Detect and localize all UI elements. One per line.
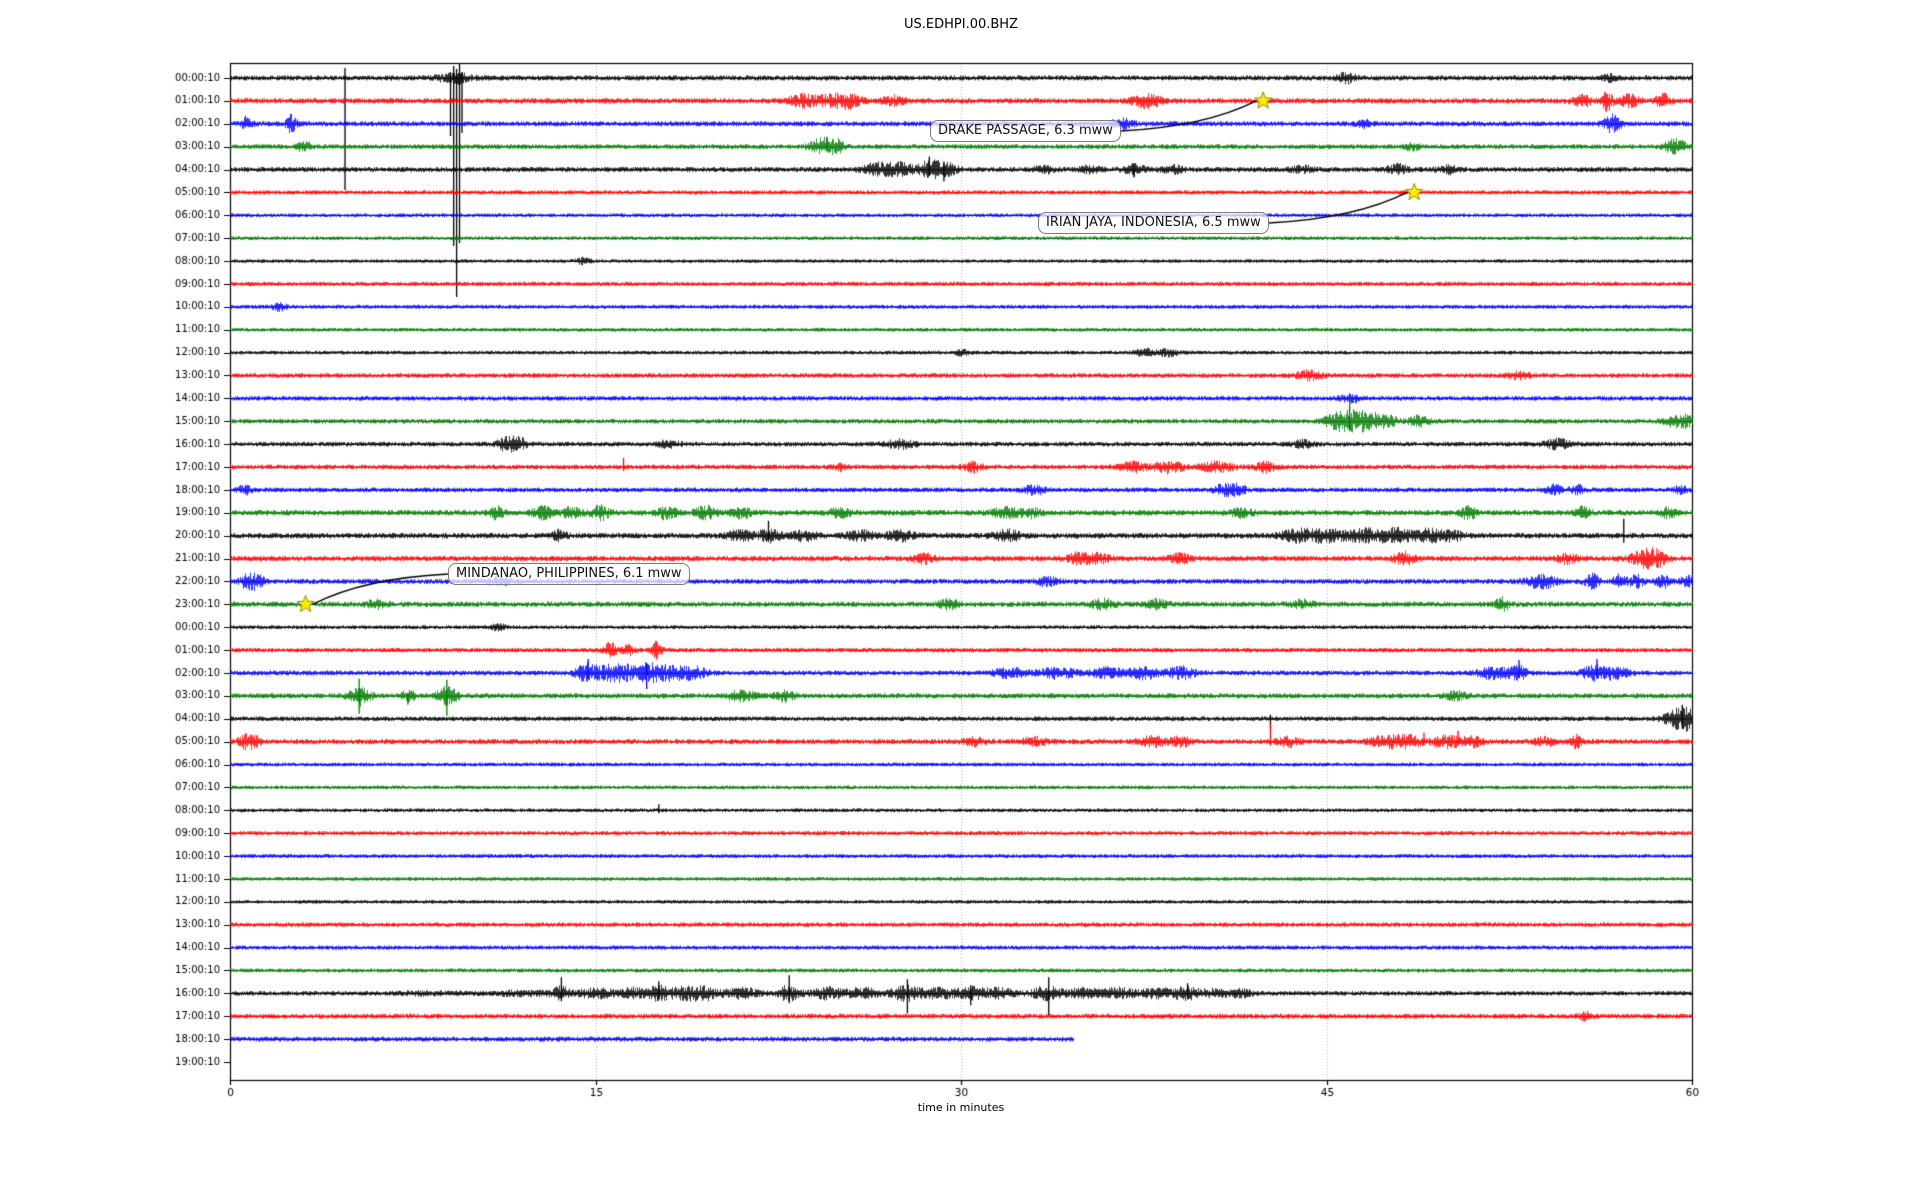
x-axis-label: time in minutes	[917, 1101, 1005, 1114]
event-annotation-mindanao: MINDANAO, PHILIPPINES, 6.1 mww	[448, 563, 690, 585]
event-annotation-irian-jaya: IRIAN JAYA, INDONESIA, 6.5 mww	[1038, 212, 1269, 234]
chart-title: US.EDHPI.00.BHZ	[904, 17, 1018, 32]
event-annotation-drake-passage: DRAKE PASSAGE, 6.3 mww	[930, 120, 1121, 142]
